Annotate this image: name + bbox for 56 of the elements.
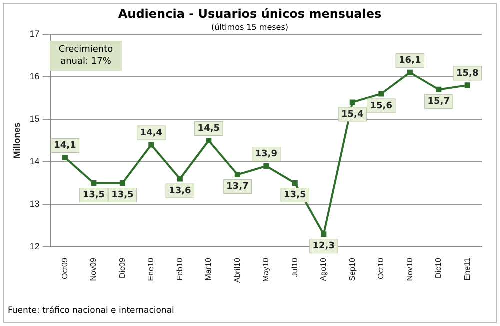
x-tick-label: Feb10 <box>175 258 184 281</box>
data-label: 14,1 <box>54 141 76 152</box>
data-label: 13,5 <box>82 190 106 201</box>
point <box>234 172 240 178</box>
y-tick-label: 12 <box>30 242 40 252</box>
x-tick-label: Ene10 <box>146 258 156 282</box>
data-label: 15,7 <box>428 97 450 108</box>
point <box>264 164 270 170</box>
x-tick-label: Ago10 <box>319 258 328 282</box>
point <box>407 70 413 76</box>
y-tick-label: 14 <box>30 156 40 167</box>
x-tick-label: Dic09 <box>118 258 127 279</box>
x-tick-label: Nov10 <box>405 258 414 282</box>
x-tick-label: Jul10 <box>290 258 300 278</box>
point <box>120 180 126 186</box>
x-tick-label: May10 <box>262 258 271 282</box>
x-tick-label: Oct09 <box>60 258 70 280</box>
x-tick-label: Dic10 <box>434 258 444 279</box>
data-label: 13,6 <box>169 186 192 196</box>
data-label: 13,7 <box>226 182 249 192</box>
x-tick-label: Abril10 <box>232 258 242 284</box>
point <box>62 154 68 161</box>
y-axis-title: Millones <box>12 122 22 159</box>
x-tick-label: Mar10 <box>204 258 214 281</box>
x-tick-label: Oct10 <box>376 258 386 280</box>
x-tick-label: Nov09 <box>89 258 98 282</box>
point <box>177 176 183 182</box>
data-label: 15,6 <box>370 101 392 112</box>
data-label: 15,4 <box>342 110 364 120</box>
annotation: Crecimiento anual: 17% <box>50 41 122 71</box>
data-label: 16,1 <box>399 56 422 66</box>
x-tick-label: Ene11 <box>462 258 472 281</box>
y-tick-label: 17 <box>30 28 40 39</box>
data-label: 12,3 <box>312 242 336 252</box>
data-label: 13,5 <box>284 190 306 201</box>
data-label: 14,4 <box>140 128 163 138</box>
chart-subtitle: (últimos 15 meses) <box>212 23 288 32</box>
point <box>350 100 356 106</box>
y-tick-label: 16 <box>30 71 40 82</box>
chart-title: Audiencia - Usuarios únicos mensuales <box>117 7 383 21</box>
data-label: 15,8 <box>456 68 479 79</box>
point <box>148 142 154 148</box>
point <box>464 82 470 88</box>
data-label: 13,9 <box>255 150 278 160</box>
point <box>206 138 212 144</box>
point <box>292 180 298 186</box>
x-tick-label: Sep10 <box>348 258 357 282</box>
point <box>378 91 384 97</box>
y-tick-label: 13 <box>30 199 40 210</box>
point <box>321 232 327 238</box>
point <box>436 86 442 92</box>
point <box>91 180 97 186</box>
source-note: Fuente: tráfico nacional e internacional <box>8 306 174 316</box>
data-label: 13,5 <box>112 190 134 201</box>
data-label: 14,5 <box>198 124 220 134</box>
y-tick-label: 15 <box>30 114 40 124</box>
